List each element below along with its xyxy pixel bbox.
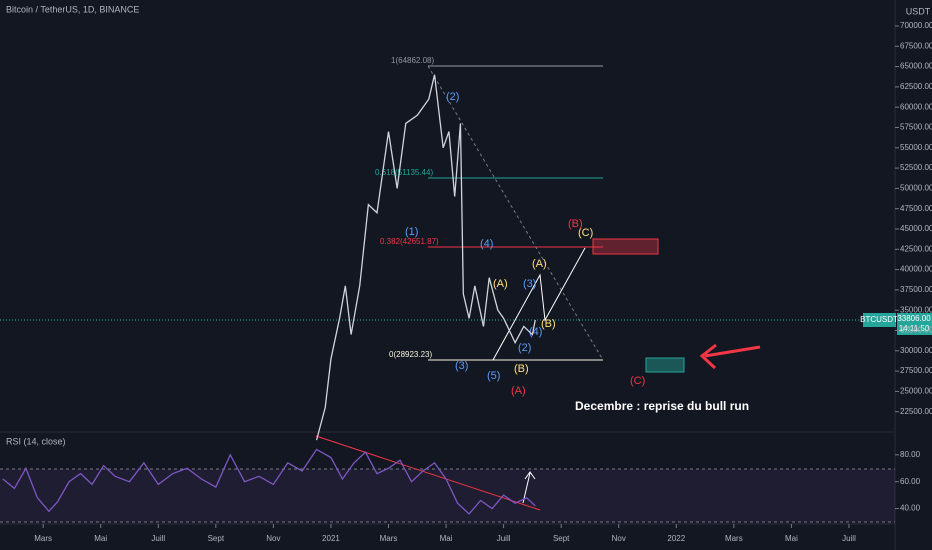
y-tick-label: 62500.00 xyxy=(900,82,932,91)
y-tick-label: 37500.00 xyxy=(900,285,932,294)
wave-label: (A) xyxy=(532,258,547,270)
x-tick-label: Mai xyxy=(785,534,798,543)
wave-label: (3) xyxy=(523,278,536,290)
y-tick-label: 80.00 xyxy=(900,450,921,459)
y-tick-label: 45000.00 xyxy=(900,224,932,233)
wave-label: (B) xyxy=(541,318,556,330)
projection xyxy=(492,247,586,361)
symbol: BTCUSDT xyxy=(860,315,898,324)
y-tick-label: 60000.00 xyxy=(900,102,932,111)
y-tick-label: 27500.00 xyxy=(900,366,932,375)
x-tick-label: Mai xyxy=(440,534,453,543)
series-line xyxy=(315,74,536,441)
wave-label: (B) xyxy=(514,363,529,375)
wave-label: (4) xyxy=(529,326,542,338)
wave-label: (3) xyxy=(455,360,468,372)
y-tick-label: 57500.00 xyxy=(900,123,932,132)
wave-label: (5) xyxy=(487,370,500,382)
y-tick-label: 55000.00 xyxy=(900,143,932,152)
wave-label: (A) xyxy=(511,385,526,397)
fib-label: 0.382(42651.87) xyxy=(380,237,439,246)
y-tick-label: 22500.00 xyxy=(900,407,932,416)
rsi-title: RSI (14, close) xyxy=(6,436,66,446)
arrow-head xyxy=(524,471,536,480)
symbol-badge xyxy=(863,313,896,327)
target-box xyxy=(592,238,659,255)
x-tick-label: Mars xyxy=(34,534,52,543)
x-tick-label: Juill xyxy=(151,534,165,543)
fib-label: 1(64862.08) xyxy=(391,56,434,65)
y-tick-label: 42500.00 xyxy=(900,244,932,253)
rsi-trend-line xyxy=(315,435,541,511)
fib-label: 0(28923.23) xyxy=(389,350,432,359)
y-tick-label: 70000.00 xyxy=(900,21,932,30)
x-tick-label: Juill xyxy=(842,534,856,543)
y-unit: USDT xyxy=(906,6,931,16)
wave-label: (A) xyxy=(493,278,508,290)
rsi-band xyxy=(0,469,895,522)
wave-label: (C) xyxy=(630,375,645,387)
target-box xyxy=(645,357,685,373)
wave-label: (1) xyxy=(405,226,418,238)
x-tick-label: Nov xyxy=(612,534,626,543)
x-tick-label: Mai xyxy=(94,534,107,543)
y-tick-label: 52500.00 xyxy=(900,163,932,172)
x-tick-label: Nov xyxy=(266,534,280,543)
x-tick-label: 2021 xyxy=(322,534,340,543)
x-tick-label: Sept xyxy=(553,534,570,543)
arrow-head xyxy=(699,343,717,370)
y-tick-label: 60.00 xyxy=(900,477,921,486)
x-tick-label: Mars xyxy=(725,534,743,543)
y-tick-label: 35000.00 xyxy=(900,305,932,314)
y-tick-label: 50000.00 xyxy=(900,184,932,193)
wave-label: (2) xyxy=(518,342,531,354)
y-tick-label: 40000.00 xyxy=(900,265,932,274)
wave-label: (C) xyxy=(578,227,593,239)
wave-label: (B) xyxy=(568,218,583,230)
y-tick-label: 30000.00 xyxy=(900,346,932,355)
note: Decembre : reprise du bull run xyxy=(575,399,749,413)
x-tick-label: Sept xyxy=(208,534,225,543)
x-tick-label: Juill xyxy=(497,534,511,543)
wave-label: (2) xyxy=(446,91,459,103)
chart-title: Bitcoin / TetherUS, 1D, BINANCE xyxy=(6,4,139,14)
y-tick-label: 47500.00 xyxy=(900,204,932,213)
countdown: 14:11:50 xyxy=(899,324,930,333)
arrow xyxy=(704,345,761,358)
y-tick-label: 32500.00 xyxy=(900,326,932,335)
y-tick-label: 65000.00 xyxy=(900,62,932,71)
wave-label: (4) xyxy=(480,238,493,250)
last-price: 33806.00 xyxy=(897,314,931,323)
y-tick-label: 25000.00 xyxy=(900,387,932,396)
price-badge xyxy=(897,313,932,335)
y-tick-label: 40.00 xyxy=(900,504,921,513)
x-tick-label: 2022 xyxy=(667,534,685,543)
arrow xyxy=(522,472,531,504)
fib-label: 0.618(51135.44) xyxy=(375,168,433,177)
x-tick-label: Mars xyxy=(380,534,398,543)
series-line xyxy=(2,448,536,515)
y-tick-label: 67500.00 xyxy=(900,41,932,50)
